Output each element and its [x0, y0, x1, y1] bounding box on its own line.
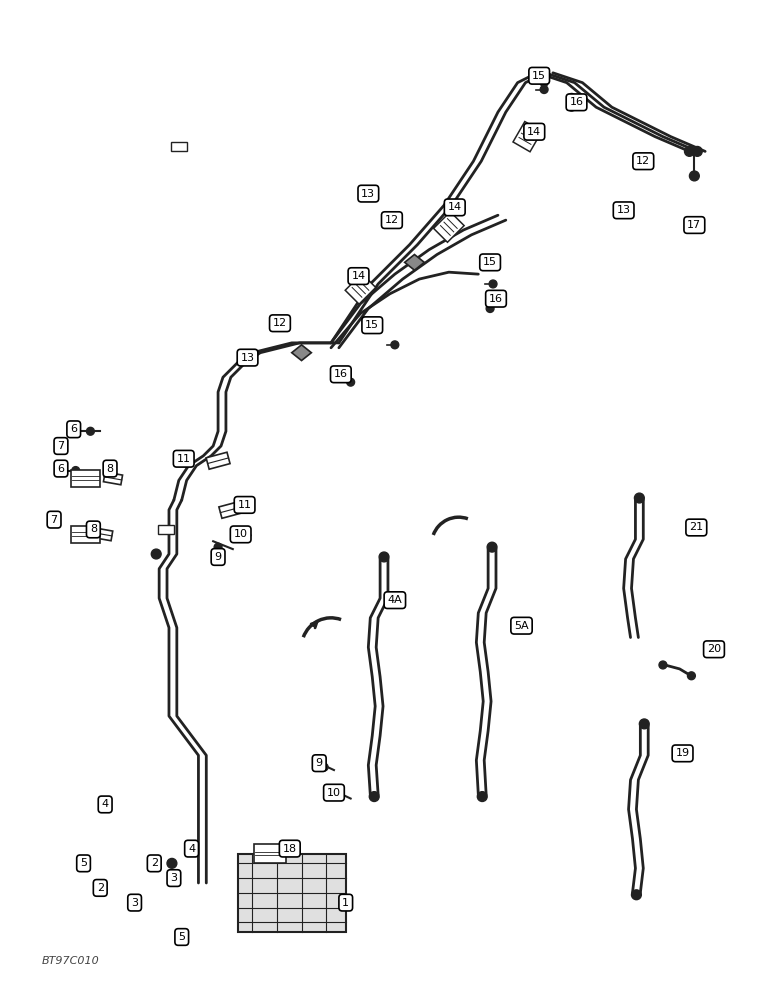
Text: 9: 9 [316, 758, 323, 768]
Text: 21: 21 [689, 522, 703, 532]
FancyBboxPatch shape [345, 274, 376, 304]
FancyBboxPatch shape [238, 854, 346, 932]
Circle shape [540, 86, 548, 93]
Circle shape [540, 79, 548, 87]
Text: 2: 2 [151, 858, 157, 868]
Circle shape [151, 549, 161, 559]
Text: 8: 8 [107, 464, 113, 474]
Circle shape [234, 527, 242, 535]
Text: 1: 1 [342, 898, 349, 908]
Text: 12: 12 [273, 318, 287, 328]
Text: 12: 12 [636, 156, 650, 166]
Circle shape [369, 792, 379, 801]
Bar [93, 528, 113, 541]
Circle shape [567, 93, 576, 101]
Text: 16: 16 [489, 294, 503, 304]
Circle shape [567, 103, 576, 111]
Circle shape [659, 661, 667, 669]
Text: 18: 18 [283, 844, 296, 854]
Circle shape [167, 858, 177, 868]
Circle shape [685, 146, 694, 156]
Circle shape [689, 171, 699, 181]
Text: 10: 10 [234, 529, 248, 539]
Text: 20: 20 [707, 644, 721, 654]
Circle shape [214, 543, 222, 551]
Text: 13: 13 [361, 189, 375, 199]
Bar [219, 501, 243, 518]
Text: 10: 10 [327, 788, 341, 798]
Circle shape [86, 427, 94, 435]
Text: 9: 9 [215, 552, 222, 562]
Text: 3: 3 [131, 898, 138, 908]
Bar [206, 452, 230, 469]
Circle shape [72, 467, 80, 474]
Circle shape [489, 280, 497, 288]
Circle shape [692, 146, 703, 156]
Text: 15: 15 [532, 71, 547, 81]
FancyBboxPatch shape [171, 142, 187, 151]
Text: 12: 12 [384, 215, 399, 225]
Text: 5A: 5A [514, 621, 529, 631]
Text: 14: 14 [448, 202, 462, 212]
Text: 11: 11 [177, 454, 191, 464]
Circle shape [477, 792, 487, 801]
Text: 4: 4 [188, 844, 195, 854]
Text: 11: 11 [238, 500, 252, 510]
Text: 4A: 4A [388, 595, 402, 605]
Text: 15: 15 [365, 320, 379, 330]
Text: 7: 7 [50, 515, 58, 525]
Circle shape [688, 672, 696, 680]
Text: 8: 8 [90, 524, 97, 534]
Text: 13: 13 [241, 353, 255, 363]
Circle shape [335, 791, 343, 799]
Circle shape [486, 305, 494, 312]
FancyBboxPatch shape [71, 470, 100, 487]
Polygon shape [405, 254, 425, 270]
FancyBboxPatch shape [255, 844, 286, 863]
FancyBboxPatch shape [158, 525, 174, 534]
Circle shape [320, 763, 328, 771]
Text: 15: 15 [483, 257, 497, 267]
Text: BT97C010: BT97C010 [42, 956, 99, 966]
Text: 5: 5 [80, 858, 87, 868]
Text: 16: 16 [570, 97, 584, 107]
Circle shape [639, 719, 649, 729]
Polygon shape [292, 345, 311, 361]
Text: 5: 5 [178, 932, 185, 942]
Text: 2: 2 [96, 883, 103, 893]
Text: 6: 6 [57, 464, 64, 474]
Text: 3: 3 [171, 873, 178, 883]
Bar [103, 472, 123, 485]
Circle shape [391, 341, 399, 349]
FancyBboxPatch shape [434, 212, 464, 242]
Text: 14: 14 [527, 127, 541, 137]
Text: 14: 14 [351, 271, 366, 281]
Text: 17: 17 [687, 220, 702, 230]
Circle shape [347, 378, 354, 386]
Circle shape [487, 542, 497, 552]
Circle shape [635, 493, 645, 503]
Text: 6: 6 [70, 424, 77, 434]
Text: 16: 16 [334, 369, 348, 379]
Text: 19: 19 [676, 748, 689, 758]
Text: 7: 7 [57, 441, 65, 451]
FancyBboxPatch shape [513, 122, 542, 152]
Text: 13: 13 [617, 205, 631, 215]
Circle shape [631, 890, 642, 900]
Text: 4: 4 [102, 799, 109, 809]
Circle shape [379, 552, 389, 562]
FancyBboxPatch shape [71, 526, 100, 543]
